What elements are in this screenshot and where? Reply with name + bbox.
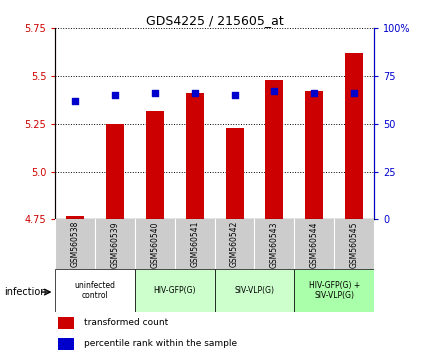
Text: GSM560542: GSM560542 [230, 221, 239, 268]
Bar [266, 80, 283, 219]
Text: GSM560541: GSM560541 [190, 221, 199, 268]
Text: GSM560544: GSM560544 [310, 221, 319, 268]
Bar [55, 269, 135, 312]
Point [72, 98, 79, 104]
Bar [106, 124, 124, 219]
Text: GSM560543: GSM560543 [270, 221, 279, 268]
Bar [146, 110, 164, 219]
Title: GDS4225 / 215605_at: GDS4225 / 215605_at [146, 14, 283, 27]
Bar [135, 269, 215, 312]
Bar [186, 93, 204, 219]
Bar [66, 216, 84, 219]
Bar [305, 91, 323, 219]
Point [271, 88, 278, 94]
Text: uninfected
control: uninfected control [75, 281, 116, 300]
Bar [294, 269, 374, 312]
Bar [345, 53, 363, 219]
Text: HIV-GFP(G) +
SIV-VLP(G): HIV-GFP(G) + SIV-VLP(G) [309, 281, 360, 300]
Point [112, 92, 119, 98]
Point [311, 91, 317, 96]
Point [351, 91, 357, 96]
Point [191, 91, 198, 96]
Point [231, 92, 238, 98]
Bar [215, 269, 294, 312]
Bar [226, 128, 244, 219]
Bar [58, 316, 74, 329]
Text: transformed count: transformed count [84, 318, 168, 327]
Point [151, 91, 158, 96]
Text: percentile rank within the sample: percentile rank within the sample [84, 339, 237, 348]
Text: GSM560545: GSM560545 [350, 221, 359, 268]
Text: GSM560539: GSM560539 [110, 221, 119, 268]
Text: HIV-GFP(G): HIV-GFP(G) [153, 286, 196, 295]
Bar [58, 338, 74, 350]
Text: infection: infection [4, 287, 47, 297]
Text: SIV-VLP(G): SIV-VLP(G) [235, 286, 275, 295]
Text: GSM560540: GSM560540 [150, 221, 159, 268]
Text: GSM560538: GSM560538 [71, 221, 79, 268]
